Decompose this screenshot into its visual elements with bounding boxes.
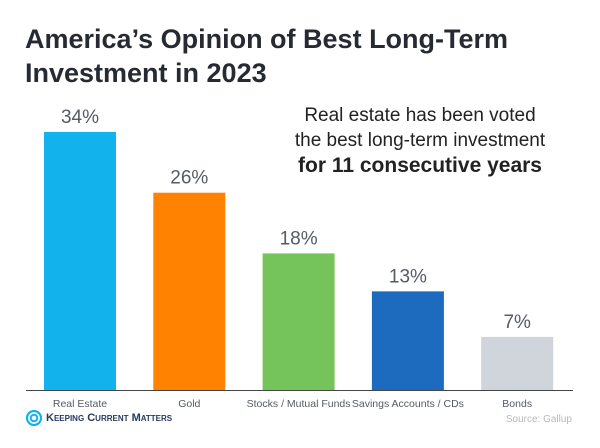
bar-0: [44, 132, 116, 390]
logo: Keeping Current Matters: [26, 410, 172, 426]
annotation: Real estate has been voted the best long…: [270, 103, 570, 179]
bar-value-label: 7%: [503, 312, 531, 333]
category-label: Savings Accounts / CDs: [352, 398, 464, 410]
bar-value-label: 26%: [170, 168, 208, 189]
bar-4: [481, 336, 554, 390]
logo-icon: [26, 410, 42, 426]
bar-2: [262, 253, 335, 390]
bar-value-label: 34%: [61, 107, 99, 128]
chart-title: America’s Opinion of Best Long-Term Inve…: [25, 24, 509, 88]
bar-1: [153, 192, 226, 390]
annotation-line-2: the best long-term investment: [294, 130, 546, 151]
bar-value-label: 13%: [389, 266, 427, 287]
bar-value-label: 18%: [280, 228, 318, 249]
category-label: Real Estate: [53, 398, 107, 410]
annotation-line-1: Real estate has been voted: [304, 105, 536, 126]
logo-text: Keeping Current Matters: [46, 412, 173, 424]
bar-3: [371, 291, 444, 390]
source-note: Source: Gallup: [505, 414, 572, 425]
category-label: Stocks / Mutual Funds: [247, 398, 351, 410]
annotation-line-3: for 11 consecutive years: [298, 154, 542, 177]
category-label: Gold: [178, 398, 200, 410]
category-label: Bonds: [502, 398, 532, 410]
